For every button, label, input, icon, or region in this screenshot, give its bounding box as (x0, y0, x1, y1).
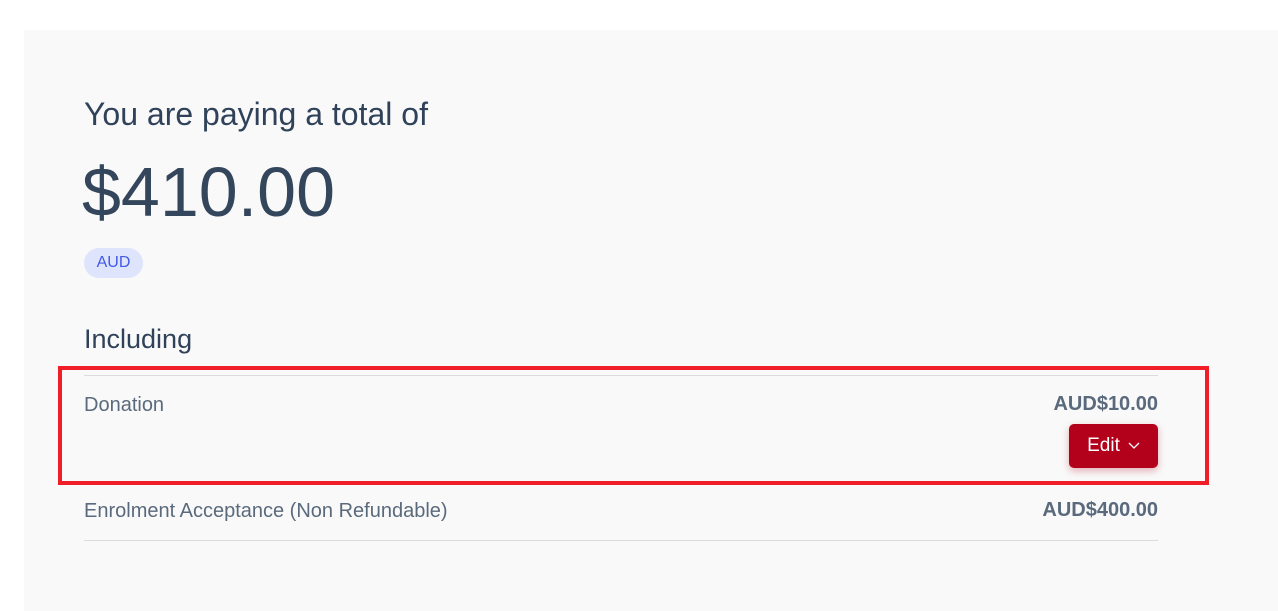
divider (84, 540, 1158, 541)
donation-amount: AUD$10.00 (1053, 393, 1158, 415)
edit-button-label: Edit (1087, 435, 1120, 456)
chevron-down-icon (1128, 442, 1140, 449)
enrolment-label: Enrolment Acceptance (Non Refundable) (84, 500, 448, 522)
currency-badge: AUD (84, 248, 143, 278)
donation-label: Donation (84, 394, 165, 416)
summary-title: You are paying a total of (84, 96, 428, 132)
payment-summary-panel (24, 30, 1278, 611)
including-heading: Including (84, 324, 193, 354)
total-amount: $410.00 (82, 153, 336, 231)
divider (84, 375, 1158, 376)
enrolment-amount: AUD$400.00 (1042, 499, 1158, 521)
edit-donation-button[interactable]: Edit (1069, 424, 1158, 468)
